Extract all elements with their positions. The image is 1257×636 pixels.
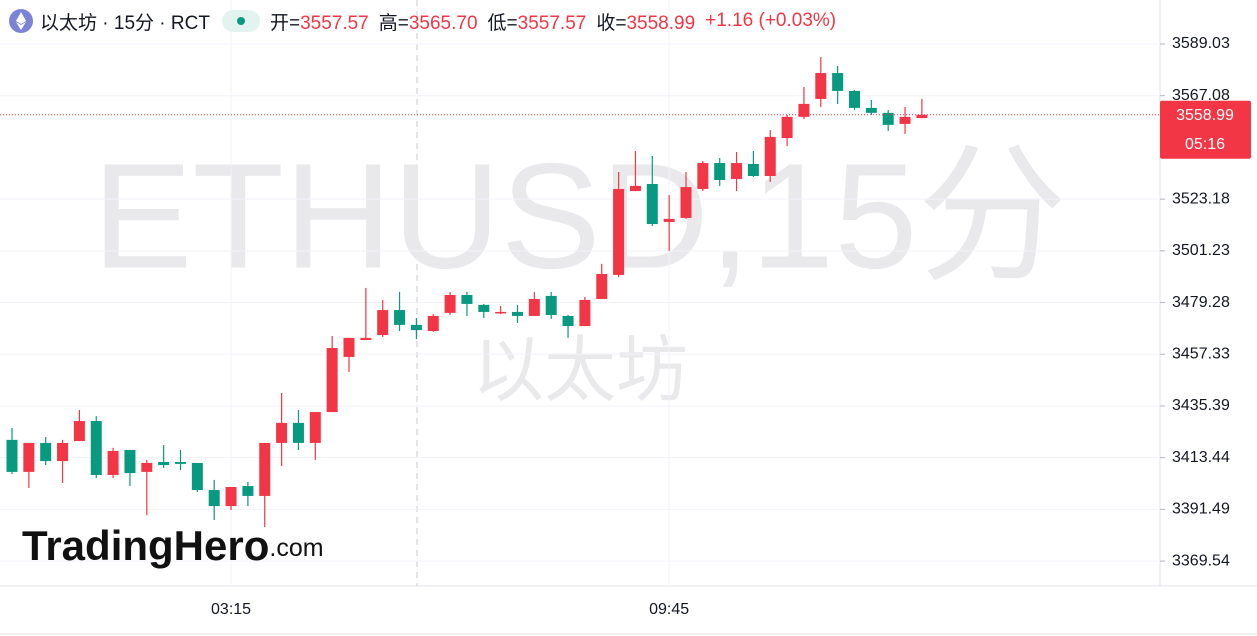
candle-body	[579, 299, 591, 327]
candle-body	[613, 188, 625, 275]
eth-icon	[9, 9, 33, 33]
watermark-main: ETHUSD,15分	[92, 132, 1067, 300]
x-tick-label: 03:15	[211, 601, 251, 618]
candle-body	[427, 315, 439, 332]
candle-body	[832, 73, 844, 91]
candle-body	[528, 298, 540, 316]
candle-body	[242, 486, 254, 496]
candle-body	[629, 185, 641, 192]
symbol: 以太坊 · 15分 · RCT	[40, 12, 210, 34]
candle-body	[259, 442, 271, 496]
candle-body	[747, 163, 759, 176]
y-tick-label: 3523.18	[1172, 190, 1230, 207]
candle-body	[865, 107, 877, 113]
candle-body	[697, 163, 709, 189]
candle-body	[158, 462, 170, 466]
candle-body	[596, 274, 608, 299]
last-price-label: 3558.99	[1176, 107, 1234, 124]
candle-body	[731, 163, 743, 180]
y-tick-label: 3391.49	[1172, 501, 1230, 518]
candle-body	[377, 310, 389, 336]
candle-body	[6, 439, 18, 472]
candle-body	[646, 184, 658, 225]
candle-body	[680, 187, 692, 218]
candle-body	[90, 421, 102, 475]
y-tick-label: 3369.54	[1172, 552, 1230, 569]
x-tick-label: 09:45	[649, 601, 689, 618]
change: +1.16 (+0.03%)	[705, 10, 837, 31]
ohlc-value: 3557.57	[517, 12, 587, 34]
candle-body	[663, 218, 675, 222]
candle-body	[410, 324, 422, 331]
candle-body	[394, 310, 406, 325]
candle-body	[276, 422, 288, 443]
ohlc-label: 收=	[596, 12, 627, 34]
candle-body	[309, 412, 321, 443]
ohlc-label: 开=	[269, 12, 301, 34]
candle-body	[107, 450, 119, 475]
candle-body	[23, 442, 35, 472]
candle-body	[781, 116, 793, 139]
candle-body	[562, 315, 574, 327]
candle-body	[849, 90, 860, 108]
countdown: 05:16	[1185, 136, 1225, 153]
candle-body	[714, 163, 726, 180]
y-tick-label: 3567.08	[1172, 87, 1230, 104]
candle-body	[461, 294, 473, 304]
ohlc-label: 高=	[378, 12, 409, 34]
candle-body	[798, 103, 810, 117]
status-pill[interactable]	[221, 10, 260, 32]
candle-body	[815, 73, 827, 99]
ohlc-value: 3558.99	[626, 12, 696, 34]
legend: 以太坊 · 15分 · RCT 开=3557.57 高=3565.70 低=3557…	[8, 7, 836, 35]
candle-body	[444, 294, 456, 313]
y-tick-label: 3501.23	[1172, 242, 1230, 259]
candle-body	[360, 337, 372, 340]
candle-body	[545, 295, 557, 315]
candle-body	[175, 462, 186, 464]
y-tick-label: 3435.39	[1172, 397, 1230, 414]
candle-body	[882, 112, 894, 125]
candle-body	[40, 442, 52, 462]
candle-body	[495, 311, 507, 314]
candle-body	[208, 490, 220, 507]
ohlc-items: 开=3557.57 高=3565.70 低=3557.57 收=3558.99	[270, 8, 695, 35]
candle-body	[124, 450, 136, 474]
candle-body	[326, 347, 338, 413]
ohlc-label: 低=	[487, 12, 518, 34]
candle-body	[899, 116, 911, 124]
candle-body	[478, 304, 490, 312]
candle-body	[292, 422, 304, 443]
y-tick-label: 3589.03	[1172, 35, 1230, 52]
candle-body	[916, 114, 928, 119]
last-price-box	[1160, 100, 1251, 159]
logo: TradingHero.com	[22, 522, 324, 569]
candle-body	[764, 136, 776, 176]
ohlc-value: 3557.57	[300, 12, 369, 34]
y-tick-label: 3457.33	[1172, 345, 1230, 362]
candle-body	[141, 462, 153, 472]
candle-body	[57, 442, 69, 462]
logo-suffix: .com	[269, 534, 323, 562]
logo-name: TradingHero	[22, 522, 269, 569]
y-tick-label: 3479.28	[1172, 294, 1230, 311]
watermark-sub: 以太坊	[472, 331, 688, 411]
ohlc-value: 3565.70	[408, 12, 478, 34]
candle-body	[191, 462, 203, 491]
y-tick-label: 3413.44	[1172, 449, 1230, 466]
candle-body	[343, 337, 355, 357]
candle-body	[225, 486, 237, 507]
candle-body	[73, 421, 85, 442]
candle-body	[512, 311, 523, 316]
